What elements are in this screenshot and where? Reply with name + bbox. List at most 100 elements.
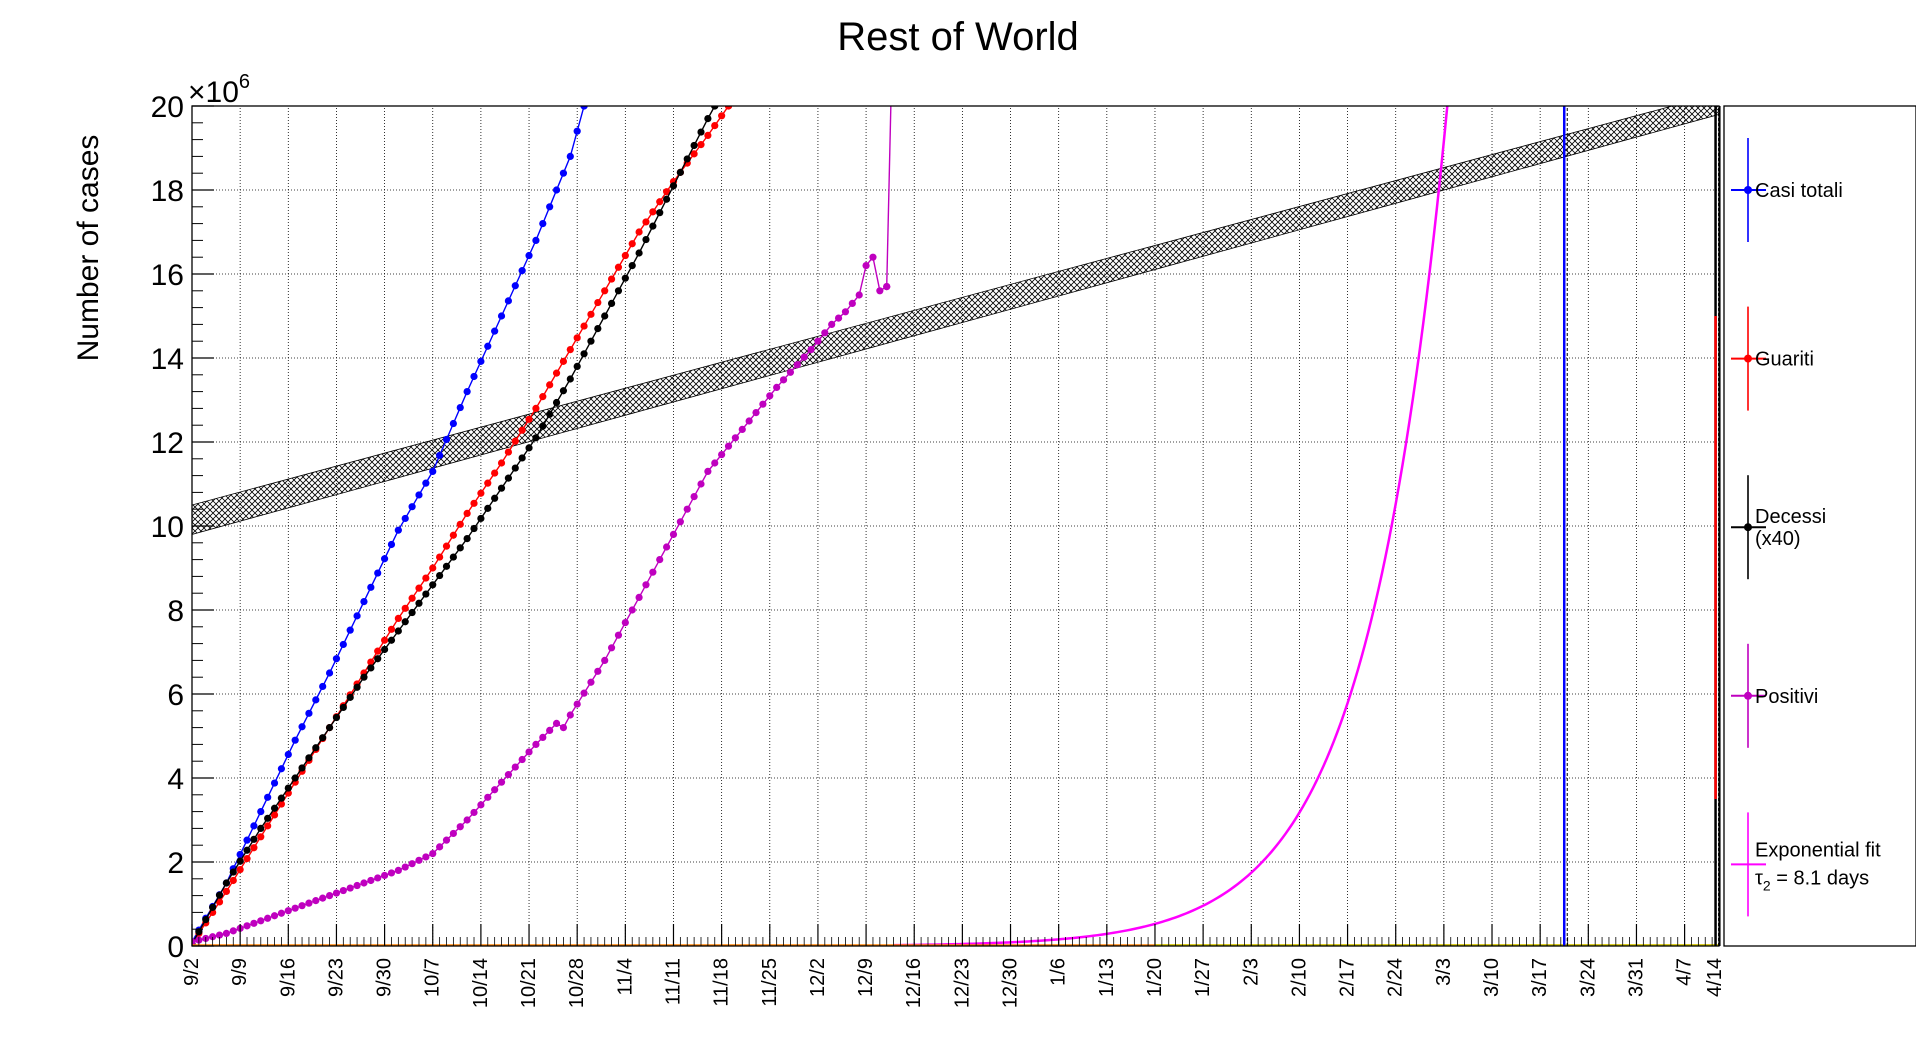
x-tick-label: 2/3 bbox=[1240, 958, 1262, 986]
data-point bbox=[429, 564, 437, 572]
data-point bbox=[380, 871, 389, 880]
data-point bbox=[422, 574, 430, 582]
data-point bbox=[305, 709, 313, 717]
data-point bbox=[724, 106, 733, 110]
data-point bbox=[202, 915, 210, 924]
data-point bbox=[408, 860, 416, 868]
data-point bbox=[628, 240, 636, 248]
series-4 bbox=[893, 106, 1449, 946]
data-point bbox=[374, 569, 382, 577]
x-tick-label: 3/31 bbox=[1625, 958, 1647, 997]
data-point bbox=[518, 454, 526, 462]
data-point bbox=[649, 568, 657, 576]
data-point bbox=[601, 312, 609, 320]
x-axis: 9/2 9/9 9/16 9/23 9/30 10/7 10/14 10/21 10/28 11/… bbox=[181, 924, 1726, 1008]
data-point bbox=[587, 678, 595, 686]
data-point bbox=[332, 889, 341, 897]
uncertainty-band bbox=[192, 106, 1719, 535]
data-point bbox=[656, 556, 664, 564]
data-point bbox=[800, 353, 808, 361]
data-point bbox=[566, 375, 574, 383]
data-point bbox=[704, 131, 712, 139]
data-point bbox=[546, 203, 554, 211]
data-point bbox=[587, 310, 595, 318]
y-tick-label: 14 bbox=[151, 343, 184, 376]
data-point bbox=[773, 383, 781, 391]
data-point bbox=[745, 417, 753, 425]
data-point bbox=[607, 275, 616, 283]
data-point bbox=[470, 499, 478, 507]
data-point bbox=[387, 869, 396, 877]
data-point bbox=[353, 612, 361, 620]
data-point bbox=[477, 489, 485, 497]
data-point bbox=[718, 112, 726, 120]
data-point bbox=[532, 740, 540, 749]
data-point bbox=[250, 844, 258, 852]
data-point bbox=[607, 299, 616, 307]
data-point bbox=[277, 800, 286, 808]
data-point bbox=[277, 765, 286, 773]
data-point bbox=[209, 933, 217, 941]
data-point bbox=[401, 863, 409, 871]
data-point bbox=[415, 584, 423, 592]
x-tick-label: 1/20 bbox=[1144, 958, 1166, 997]
data-point bbox=[270, 804, 279, 812]
data-point bbox=[264, 914, 272, 922]
data-point bbox=[270, 779, 279, 787]
data-point bbox=[690, 493, 698, 501]
data-point bbox=[463, 535, 471, 543]
x-tick-label: 9/30 bbox=[374, 958, 396, 997]
data-point bbox=[676, 168, 684, 176]
data-point bbox=[497, 312, 506, 320]
data-point bbox=[690, 150, 698, 158]
x-tick-label: 12/30 bbox=[1000, 958, 1022, 1008]
data-point bbox=[580, 106, 588, 110]
y-tick-label: 16 bbox=[151, 259, 184, 292]
x-tick-label: 4/14 bbox=[1704, 958, 1726, 997]
data-point bbox=[497, 459, 506, 467]
data-point bbox=[477, 357, 485, 365]
data-point bbox=[511, 437, 519, 445]
data-point bbox=[731, 434, 739, 442]
data-point bbox=[257, 917, 265, 925]
data-point bbox=[250, 835, 258, 843]
data-point bbox=[270, 912, 279, 920]
data-point bbox=[552, 719, 561, 728]
y-tick-label: 12 bbox=[151, 427, 184, 460]
data-point bbox=[449, 531, 457, 539]
legend-box bbox=[1723, 105, 1916, 947]
x-tick-label: 12/9 bbox=[855, 958, 877, 997]
data-point bbox=[621, 251, 629, 260]
data-point bbox=[752, 409, 760, 417]
data-point bbox=[429, 467, 437, 475]
data-point bbox=[484, 504, 492, 512]
data-point bbox=[697, 480, 705, 488]
data-point bbox=[250, 822, 258, 830]
data-point bbox=[394, 866, 402, 875]
legend-label: Exponential fit bbox=[1755, 839, 1881, 861]
data-point bbox=[491, 469, 499, 477]
data-point bbox=[442, 435, 451, 444]
data-point bbox=[215, 898, 224, 906]
data-point bbox=[264, 793, 272, 801]
data-point bbox=[566, 152, 574, 160]
grid bbox=[192, 106, 1719, 946]
data-point bbox=[250, 919, 258, 927]
data-point bbox=[504, 771, 513, 779]
y-tick-label: 10 bbox=[151, 511, 184, 544]
data-point bbox=[325, 724, 334, 732]
data-point bbox=[408, 608, 416, 617]
data-point bbox=[243, 855, 251, 863]
legend-entry-4: Exponential fit τ2 = 8.1 days bbox=[1731, 812, 1881, 917]
legend-label: Guariti bbox=[1755, 349, 1814, 371]
data-point bbox=[573, 700, 581, 708]
data-point bbox=[601, 287, 609, 295]
data-point bbox=[663, 188, 671, 196]
data-point bbox=[552, 398, 561, 407]
data-point bbox=[415, 599, 423, 607]
y-exponent: ×106 bbox=[188, 71, 250, 109]
legend-marker bbox=[1744, 691, 1752, 700]
data-point bbox=[332, 713, 341, 722]
data-point bbox=[291, 904, 299, 912]
data-point bbox=[683, 505, 691, 513]
